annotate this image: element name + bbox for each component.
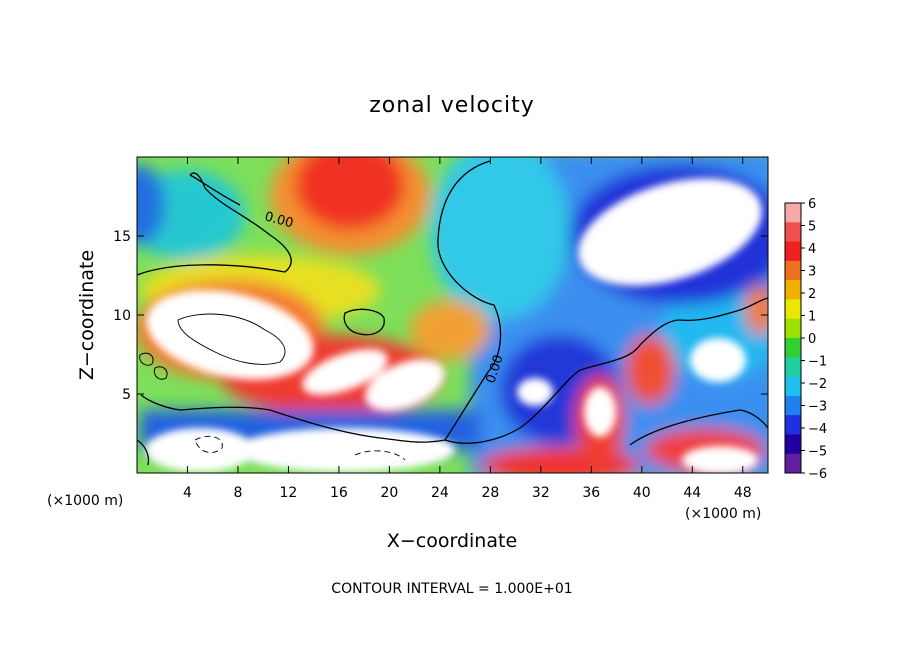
x-tick-label: 44: [683, 485, 701, 501]
heatmap-region-mid-cyan: [430, 157, 570, 320]
x-tick-label: 32: [532, 485, 550, 501]
contour-dashed-2: [354, 450, 406, 461]
colorbar-swatch: [785, 222, 801, 243]
heatmap-region-edge-orange: [745, 285, 768, 335]
colorbar-swatch: [785, 280, 801, 300]
colorbar-tick-label: 1: [808, 310, 816, 325]
heatmap-saturated-patch-bottom-right: [682, 446, 758, 473]
x-axis-ticks: 4 8 12 16 20 24 28 32 36 40 44 48: [183, 157, 752, 501]
y-tick-label: 15: [113, 229, 131, 245]
x-units-right: (×1000 m): [685, 506, 761, 522]
colorbar-tick-label: −1: [808, 355, 827, 370]
heatmap-saturated-patch-lower-mid: [584, 387, 616, 437]
colorbar-swatch: [785, 434, 801, 455]
colorbar-tick-label: −3: [808, 400, 827, 415]
colorbar-tick-label: 6: [808, 197, 816, 212]
contour-zero-bottom-left: [137, 439, 150, 466]
contour-zero-bottom-right: [629, 409, 768, 446]
y-axis-ticks: 5 10 15: [113, 229, 768, 403]
heatmap-saturated-patch-right: [690, 338, 746, 382]
contour-small-ring-2: [153, 366, 168, 380]
colorbar-tick-label: −4: [808, 422, 827, 437]
contour-dashed-1: [194, 435, 223, 453]
colorbar-swatch: [785, 241, 801, 262]
heatmap-saturated-patch-top-right: [578, 178, 762, 286]
x-tick-label: 24: [431, 485, 449, 501]
x-axis-title: X−coordinate: [387, 530, 517, 552]
colorbar-swatch: [785, 299, 801, 320]
colorbar-swatch: [785, 395, 801, 416]
colorbar-tick-label: −6: [808, 467, 827, 482]
colorbar-tick-label: −5: [808, 445, 827, 460]
x-tick-label: 36: [582, 485, 600, 501]
colorbar-tick-label: 2: [808, 287, 816, 302]
colorbar-tick-label: 5: [808, 220, 816, 235]
colorbar-swatch: [785, 203, 801, 223]
contour-lines: [137, 160, 768, 466]
contour-small-ring-1: [139, 352, 154, 366]
contour-zero-island: [343, 308, 385, 336]
colorbar-tick-label: 4: [808, 242, 816, 257]
colorbar-swatch: [785, 357, 801, 378]
x-tick-label: 12: [280, 485, 298, 501]
contour-inner-left: [177, 313, 286, 365]
heatmap-region-upper-left-blue: [137, 165, 165, 245]
contour-zero-lower-right: [444, 297, 768, 444]
colorbar: 6 5 4 3 2 1 0 −1 −2 −3 −4 −5 −6: [784, 197, 827, 482]
colorbar-swatch: [785, 338, 801, 358]
x-tick-label: 40: [633, 485, 651, 501]
heatmap-field: 0.00 0.00: [137, 157, 768, 473]
y-axis-title: Z−coordinate: [76, 250, 98, 380]
colorbar-swatch: [785, 376, 801, 397]
colorbar-tick-label: −2: [808, 377, 827, 392]
heatmap-region-top-plume-red: [295, 157, 405, 230]
heatmap-saturated-patch-bottom-mid: [235, 428, 455, 472]
x-tick-label: 20: [380, 485, 398, 501]
heatmap-saturated-patch-bottom-left: [145, 428, 255, 472]
heatmap-saturated-patch-mid-2: [365, 359, 445, 411]
colorbar-swatch: [785, 318, 801, 339]
colorbar-tick-label: 3: [808, 265, 816, 280]
x-tick-label: 28: [481, 485, 499, 501]
x-tick-label: 48: [734, 485, 752, 501]
heatmap-saturated-patch-left: [146, 290, 314, 380]
x-units-left: (×1000 m): [47, 493, 123, 509]
colorbar-swatch: [785, 453, 801, 474]
colorbar-swatch: [785, 260, 801, 281]
x-tick-label: 16: [330, 485, 348, 501]
y-tick-label: 5: [122, 387, 131, 403]
contour-interval-note: CONTOUR INTERVAL = 1.000E+01: [331, 581, 572, 597]
heatmap-saturated-patch-mid-1: [302, 349, 388, 395]
x-tick-label: 4: [183, 485, 192, 501]
chart-title: zonal velocity: [369, 93, 535, 118]
heatmap-saturated-patch-center: [517, 378, 553, 406]
colorbar-tick-label: 0: [808, 332, 816, 347]
heatmap-region-right-red-arc: [625, 335, 675, 405]
contour-label-upper: 0.00: [263, 209, 295, 231]
y-tick-label: 10: [113, 308, 131, 324]
x-tick-label: 8: [233, 485, 242, 501]
heatmap-region-center-orange: [410, 300, 490, 360]
contour-zero-upper: [137, 172, 292, 276]
colorbar-swatch: [785, 415, 801, 435]
